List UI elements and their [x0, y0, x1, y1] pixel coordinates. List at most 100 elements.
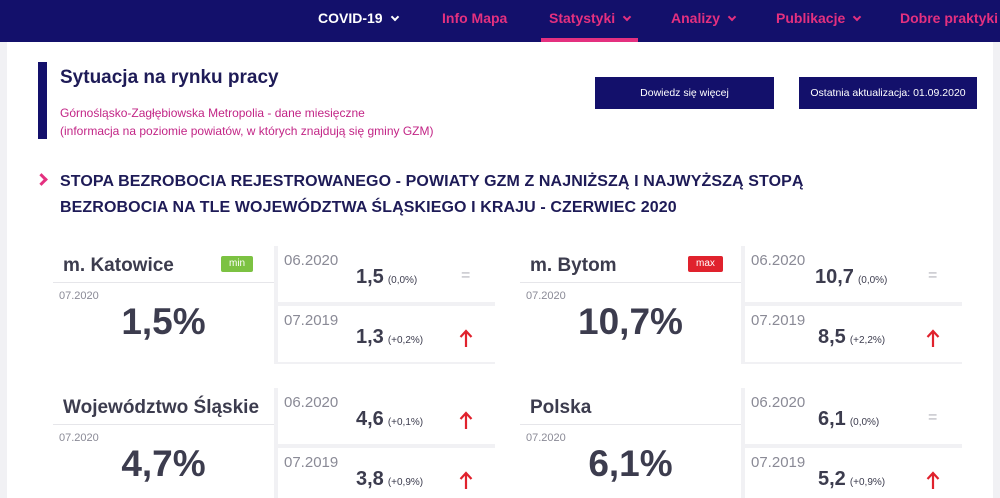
stat-card-katowice: m. Katowice min 07.2020 1,5% 06.2020 1,5… — [53, 246, 495, 364]
divider — [520, 282, 741, 283]
comparison-rate: 1,5 — [356, 266, 384, 288]
page-subtitle-note: (informacja na poziomie powiatów, w któr… — [60, 124, 434, 138]
comparison-value: 5,2 (+0,9%) — [818, 468, 885, 491]
comparison-rate: 8,5 — [818, 326, 846, 348]
comparison-delta: (0,0%) — [387, 275, 418, 286]
chevron-down-icon — [853, 12, 862, 22]
comparison-period: 07.2019 — [751, 454, 806, 471]
comparison-period: 06.2020 — [751, 252, 806, 269]
comparison-rate: 4,6 — [356, 408, 384, 430]
comparison-previous-month: 06.2020 10,7 (0,0%) = — [745, 246, 962, 302]
nav-item-statystyki[interactable]: Statystyki — [549, 0, 632, 42]
comparison-previous-month: 06.2020 4,6 (+0,1%) — [278, 388, 495, 444]
comparison-period: 07.2019 — [284, 454, 339, 471]
chevron-down-icon — [390, 12, 399, 22]
comparison-delta: (+0,1%) — [387, 417, 424, 428]
comparison-value: 1,5 (0,0%) — [356, 266, 417, 289]
min-badge: min — [221, 256, 254, 272]
comparison-value: 3,8 (+0,9%) — [356, 468, 423, 491]
nav-item-publikacje[interactable]: Publikacje — [776, 0, 862, 42]
comparison-delta: (+2,2%) — [849, 335, 886, 346]
section-title: STOPA BEZROBOCIA REJESTROWANEGO - POWIAT… — [60, 173, 804, 190]
arrow-up-icon — [459, 411, 473, 429]
comparison-value: 10,7 (0,0%) — [815, 266, 887, 289]
stat-card-wojewodztwo-slaskie: Województwo Śląskie 07.2020 4,7% 06.2020… — [53, 388, 495, 498]
region-name: Polska — [530, 397, 592, 418]
nav-item-label: Statystyki — [549, 10, 616, 26]
comparison-period: 06.2020 — [284, 394, 339, 411]
unemployment-rate: 10,7% — [578, 301, 683, 342]
nav-item-label: Analizy — [671, 10, 721, 26]
comparison-value: 8,5 (+2,2%) — [818, 326, 885, 349]
comparison-period: 07.2019 — [284, 312, 339, 329]
unemployment-rate: 6,1% — [588, 443, 673, 484]
arrow-up-icon — [926, 471, 940, 489]
comparison-delta: (+0,9%) — [387, 477, 424, 488]
comparison-rate: 5,2 — [818, 468, 846, 490]
comparison-delta: (+0,2%) — [387, 335, 424, 346]
stat-card-main: m. Katowice min 07.2020 1,5% — [53, 246, 274, 364]
comparison-value: 6,1 (0,0%) — [818, 408, 879, 431]
comparison-period: 06.2020 — [751, 394, 806, 411]
comparison-delta: (0,0%) — [849, 417, 880, 428]
current-period: 07.2020 — [59, 432, 99, 444]
arrow-up-icon — [926, 329, 940, 347]
stat-card-bytom: m. Bytom max 07.2020 10,7% 06.2020 10,7(… — [520, 246, 962, 364]
page-subtitle: Górnośląsko-Zagłębiowska Metropolia - da… — [60, 106, 365, 120]
stat-card-main: Polska 07.2020 6,1% — [520, 388, 741, 498]
region-name: Województwo Śląskie — [63, 397, 260, 418]
title-accent-bar — [38, 62, 47, 139]
comparison-previous-month: 06.2020 1,5 (0,0%) = — [278, 246, 495, 302]
comparison-previous-year: 07.2019 8,5 (+2,2%) — [745, 306, 962, 362]
comparison-value: 4,6 (+0,1%) — [356, 408, 423, 431]
nav-item-covid[interactable]: COVID-19 — [318, 0, 399, 42]
current-period: 07.2020 — [59, 290, 99, 302]
nav-active-indicator — [541, 38, 638, 42]
arrow-up-icon — [459, 329, 473, 347]
divider — [53, 424, 274, 425]
equals-icon: = — [928, 409, 938, 426]
equals-icon: = — [461, 267, 471, 284]
top-navigation: COVID-19 Info Mapa Statystyki Analizy Pu… — [0, 0, 1000, 42]
comparison-rate: 1,3 — [356, 326, 384, 348]
nav-item-label: COVID-19 — [318, 10, 383, 26]
nav-item-label: Info Mapa — [442, 10, 508, 26]
comparison-rate: 10,7 — [815, 266, 854, 288]
comparison-delta: (+0,9%) — [849, 477, 886, 488]
region-name: m. Bytom — [530, 255, 617, 276]
unemployment-rate: 4,7% — [121, 443, 206, 484]
equals-icon: = — [928, 267, 938, 284]
arrow-up-icon — [459, 471, 473, 489]
comparison-delta: (0,0%) — [857, 275, 888, 286]
page-title: Sytuacja na rynku pracy — [60, 67, 279, 88]
unemployment-rate: 1,5% — [121, 301, 206, 342]
comparison-period: 06.2020 — [284, 252, 339, 269]
last-update-badge: Ostatnia aktualizacja: 01.09.2020 — [799, 77, 977, 109]
comparison-previous-month: 06.2020 6,1 (0,0%) = — [745, 388, 962, 444]
comparison-rate: 6,1 — [818, 408, 846, 430]
divider — [520, 424, 741, 425]
comparison-value: 1,3 (+0,2%) — [356, 326, 423, 349]
nav-item-label: Publikacje — [776, 10, 846, 26]
current-period: 07.2020 — [526, 432, 566, 444]
current-period: 07.2020 — [526, 290, 566, 302]
max-badge: max — [688, 256, 723, 272]
learn-more-button[interactable]: Dowiedz się więcej — [595, 77, 774, 109]
chevron-down-icon — [727, 12, 737, 22]
comparison-previous-year: 07.2019 3,8 (+0,9%) — [278, 448, 495, 498]
stat-card-polska: Polska 07.2020 6,1% 06.2020 6,1 (0,0%) = … — [520, 388, 962, 498]
stat-card-main: Województwo Śląskie 07.2020 4,7% — [53, 388, 274, 498]
divider — [53, 282, 274, 283]
comparison-period: 07.2019 — [751, 312, 806, 329]
region-name: m. Katowice — [63, 255, 174, 276]
nav-item-analizy[interactable]: Analizy — [671, 0, 737, 42]
nav-item-info-mapa[interactable]: Info Mapa — [442, 0, 507, 42]
nav-item-dobre-praktyki[interactable]: Dobre praktyki — [900, 0, 998, 42]
section-title-continued: BEZROBOCIA NA TLE WOJEWÓDZTWA ŚLĄSKIEGO … — [60, 199, 677, 216]
stat-card-main: m. Bytom max 07.2020 10,7% — [520, 246, 741, 364]
comparison-rate: 3,8 — [356, 468, 384, 490]
nav-item-label: Dobre praktyki — [900, 10, 999, 26]
chevron-down-icon — [622, 12, 632, 22]
comparison-previous-year: 07.2019 1,3 (+0,2%) — [278, 306, 495, 362]
comparison-previous-year: 07.2019 5,2 (+0,9%) — [745, 448, 962, 498]
